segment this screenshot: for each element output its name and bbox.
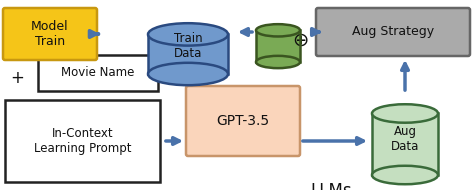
Text: Aug Strategy: Aug Strategy <box>352 25 434 39</box>
Ellipse shape <box>372 104 438 123</box>
Bar <box>148 34 228 74</box>
Text: LLMs: LLMs <box>310 182 352 190</box>
FancyBboxPatch shape <box>38 55 158 91</box>
Text: Model
Train: Model Train <box>31 20 69 48</box>
FancyBboxPatch shape <box>186 86 300 156</box>
Bar <box>256 30 300 62</box>
Text: In-Context
Learning Prompt: In-Context Learning Prompt <box>34 127 131 155</box>
Ellipse shape <box>256 56 300 68</box>
Text: ⊕: ⊕ <box>292 31 308 50</box>
Bar <box>372 113 438 175</box>
Ellipse shape <box>148 63 228 85</box>
Ellipse shape <box>256 24 300 36</box>
FancyBboxPatch shape <box>5 100 160 182</box>
Text: +: + <box>10 69 24 87</box>
Text: Movie Name: Movie Name <box>61 66 135 79</box>
Ellipse shape <box>148 23 228 46</box>
FancyBboxPatch shape <box>3 8 97 60</box>
Text: Train
Data: Train Data <box>174 32 202 60</box>
Text: Aug
Data: Aug Data <box>391 125 419 153</box>
Ellipse shape <box>372 166 438 184</box>
Text: GPT-3.5: GPT-3.5 <box>217 114 269 128</box>
FancyBboxPatch shape <box>316 8 470 56</box>
